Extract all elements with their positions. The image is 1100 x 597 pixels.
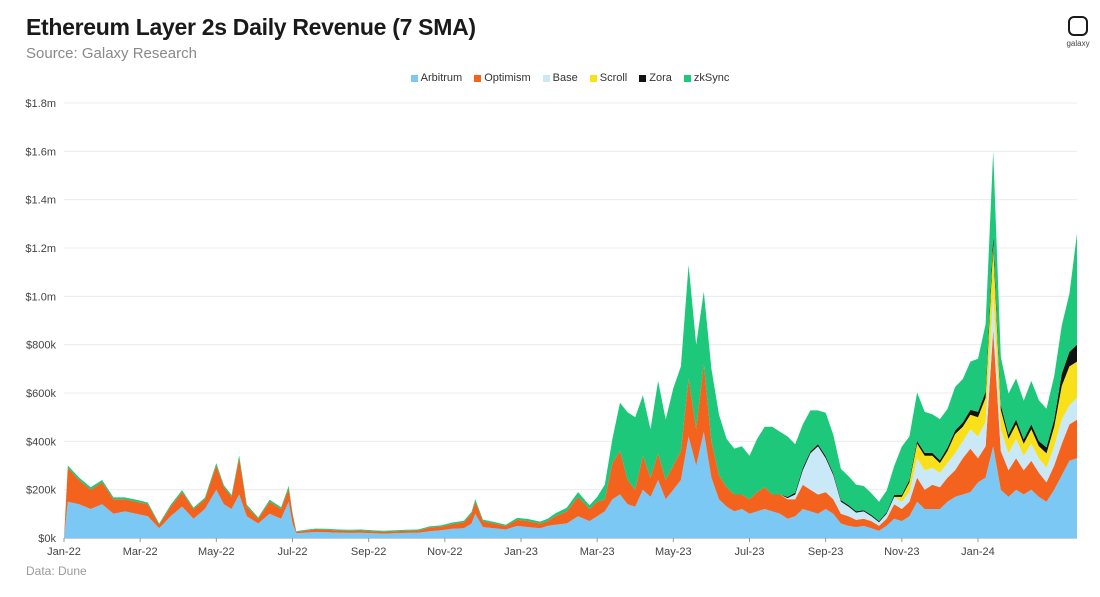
x-tick-label: Mar-22 [123, 546, 158, 558]
y-tick-label: $1.0m [25, 291, 56, 303]
legend-label: zkSync [693, 72, 730, 84]
legend-item-optimism: Optimism [474, 72, 531, 84]
legend-label: Optimism [484, 72, 531, 84]
x-tick-label: Jul-22 [278, 546, 308, 558]
legend-label: Zora [649, 72, 672, 84]
x-tick-label: Mar-23 [580, 546, 615, 558]
galaxy-logo-icon [1068, 16, 1088, 36]
x-tick-label: May-22 [198, 546, 235, 558]
chart-title: Ethereum Layer 2s Daily Revenue (7 SMA) [26, 14, 476, 40]
x-tick-label: Sep-23 [808, 546, 843, 558]
legend-item-arbitrum: Arbitrum [410, 72, 463, 84]
x-tick-label: Nov-23 [884, 546, 919, 558]
y-tick-label: $0k [38, 533, 56, 545]
series-area-zksync [64, 151, 1077, 539]
y-tick-label: $1.8m [25, 98, 56, 110]
legend-label: Arbitrum [420, 72, 463, 84]
legend-swatch [589, 74, 597, 82]
x-tick-label: May-23 [655, 546, 692, 558]
legend-item-base: Base [542, 72, 578, 84]
legend-item-zksync: zkSync [683, 72, 730, 84]
y-tick-label: $400k [26, 436, 56, 448]
legend-swatch [542, 74, 550, 82]
chart-legend: Arbitrum Optimism Base Scroll Zora zkSync [0, 72, 1100, 84]
x-tick-label: Jan-24 [961, 546, 995, 558]
y-tick-label: $800k [26, 340, 56, 352]
legend-item-scroll: Scroll [589, 72, 628, 84]
y-tick-label: $600k [26, 388, 56, 400]
legend-swatch [410, 74, 418, 82]
y-tick-label: $1.2m [25, 243, 56, 255]
y-tick-label: $1.6m [25, 146, 56, 158]
series-area-optimism [64, 330, 1077, 538]
legend-item-zora: Zora [639, 72, 672, 84]
series-area-base [64, 293, 1077, 538]
series-area-arbitrum [64, 431, 1077, 538]
x-tick-label: Nov-22 [427, 546, 462, 558]
legend-label: Scroll [599, 72, 628, 84]
galaxy-logo: galaxy [1060, 16, 1096, 48]
x-tick-label: Sep-22 [351, 546, 386, 558]
legend-label: Base [552, 72, 578, 84]
x-tick-label: Jan-23 [504, 546, 538, 558]
y-tick-label: $200k [26, 485, 56, 497]
chart-subtitle: Source: Galaxy Research [26, 45, 197, 62]
x-tick-label: Jul-23 [735, 546, 765, 558]
legend-swatch [639, 74, 647, 82]
y-tick-label: $1.4m [25, 195, 56, 207]
chart-footer-source: Data: Dune [26, 564, 87, 578]
x-tick-label: Jan-22 [47, 546, 81, 558]
galaxy-logo-text: galaxy [1066, 39, 1090, 48]
legend-swatch [474, 74, 482, 82]
legend-swatch [683, 74, 691, 82]
